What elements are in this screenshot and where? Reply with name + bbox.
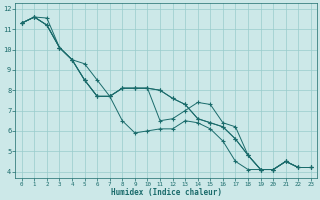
X-axis label: Humidex (Indice chaleur): Humidex (Indice chaleur) — [111, 188, 222, 197]
